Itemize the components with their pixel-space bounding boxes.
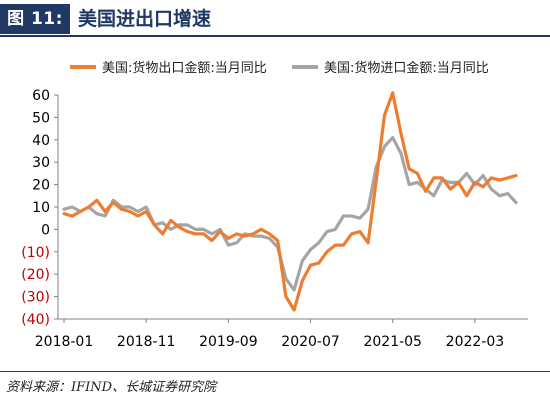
source-note: 资料来源：IFIND、长城证券研究院	[6, 380, 217, 395]
source-rule	[0, 371, 550, 372]
x-tick-label: 2018-01	[35, 334, 94, 350]
series-line	[62, 91, 518, 312]
legend-label: 美国:货物进口金额:当月同比	[324, 60, 489, 76]
y-tick-label: 0	[41, 222, 50, 238]
header-rule	[0, 35, 550, 37]
y-tick-label: (20)	[21, 267, 50, 283]
legend: 美国:货物出口金额:当月同比 美国:货物进口金额:当月同比	[70, 60, 489, 76]
line-chart: 美国:货物出口金额:当月同比 美国:货物进口金额:当月同比 60504030201…	[21, 60, 528, 350]
figure-header: 图 11: 美国进出口增速	[0, 0, 550, 37]
x-tick-label: 2018-11	[117, 334, 176, 350]
y-tick-label: 10	[32, 200, 50, 216]
legend-label: 美国:货物出口金额:当月同比	[102, 60, 267, 76]
y-tick-label: 60	[32, 88, 50, 104]
y-tick-label: (10)	[21, 245, 50, 261]
series-layer	[62, 91, 518, 312]
x-tick-label: 2020-07	[281, 334, 340, 350]
x-tick-label: 2022-03	[446, 334, 505, 350]
series-line	[62, 135, 518, 292]
y-tick-label: 20	[32, 178, 50, 194]
axes: 60 50 40 30 20 10 0 (10) (20) (30) (40) 2018-01 2018…	[21, 88, 528, 350]
y-tick-label: (30)	[21, 290, 50, 306]
x-tick-label: 2019-09	[199, 334, 258, 350]
y-tick-label: 50	[32, 110, 50, 126]
y-tick-label: 30	[32, 155, 50, 171]
figure-title: 美国进出口增速	[78, 8, 212, 30]
y-tick-label: (40)	[21, 312, 50, 328]
figure-number: 图 11:	[0, 4, 70, 34]
x-tick-label: 2021-05	[363, 334, 422, 350]
y-tick-label: 40	[32, 133, 50, 149]
